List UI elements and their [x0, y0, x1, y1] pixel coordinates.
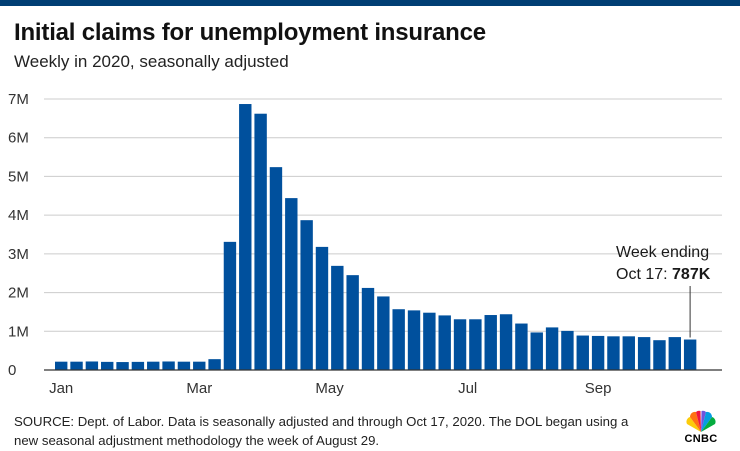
bar: [208, 359, 221, 370]
bar: [177, 361, 191, 370]
bar: [683, 339, 697, 370]
x-tick-label: May: [315, 380, 344, 397]
bar: [116, 362, 129, 370]
logo-wordmark: CNBC: [684, 433, 718, 445]
y-tick-label: 4M: [8, 207, 29, 224]
bar: [561, 330, 574, 370]
chart-subtitle: Weekly in 2020, seasonally adjusted: [14, 52, 289, 71]
bar: [101, 361, 114, 370]
y-tick-label: 0: [8, 362, 16, 379]
x-tick-label: Jul: [458, 380, 477, 397]
bar: [131, 361, 145, 370]
bar: [407, 310, 421, 370]
bar: [377, 296, 390, 370]
bar: [499, 314, 513, 370]
y-tick-label: 1M: [8, 323, 29, 340]
bar: [545, 327, 559, 370]
bar: [653, 340, 666, 370]
callout-value: 787K: [672, 266, 711, 283]
bar: [315, 246, 329, 370]
y-tick-label: 7M: [8, 91, 29, 108]
bar: [576, 335, 589, 370]
bar: [300, 220, 313, 370]
top-accent-bar: [0, 0, 740, 6]
callout: Week ending Oct 17: 787K: [616, 244, 711, 338]
bar: [469, 319, 482, 370]
bar: [147, 361, 160, 370]
bar: [438, 315, 451, 370]
bar-chart: 0 1M 2M 3M 4M 5M 6M 7M Jan Mar May Jul Sep Week endi…: [8, 91, 722, 397]
bar: [269, 167, 283, 370]
bar: [193, 361, 206, 370]
callout-line2: Oct 17: 787K: [616, 266, 711, 283]
x-tick-label: Sep: [585, 380, 612, 397]
bar: [239, 104, 252, 370]
bar: [70, 361, 83, 370]
cnbc-logo: CNBC: [673, 405, 729, 447]
y-tick-label: 5M: [8, 168, 29, 185]
bar: [85, 361, 99, 370]
bar: [515, 323, 528, 370]
bar: [530, 332, 543, 370]
bar: [55, 361, 68, 370]
x-tick-label: Mar: [186, 380, 212, 397]
chart-title: Initial claims for unemployment insuranc…: [14, 19, 486, 46]
callout-prefix: Oct 17:: [616, 266, 672, 283]
bars: [55, 104, 697, 371]
source-note: SOURCE: Dept. of Labor. Data is seasonal…: [14, 414, 629, 448]
bar: [223, 241, 237, 370]
peacock-icon: [686, 410, 716, 432]
bar: [423, 312, 436, 370]
callout-line1: Week ending: [616, 244, 709, 261]
bar: [361, 287, 375, 370]
bar: [591, 335, 605, 370]
y-tick-label: 2M: [8, 285, 29, 302]
bar: [668, 337, 681, 370]
bar: [162, 361, 175, 370]
bar: [392, 309, 405, 370]
y-tick-label: 6M: [8, 130, 29, 147]
axes: 0 1M 2M 3M 4M 5M 6M 7M Jan Mar May Jul Sep: [8, 91, 722, 397]
y-tick-label: 3M: [8, 246, 29, 263]
bar: [453, 319, 467, 370]
bar: [607, 336, 620, 370]
bar: [285, 198, 298, 370]
x-tick-label: Jan: [49, 380, 73, 397]
bar: [637, 337, 651, 370]
bar: [254, 113, 267, 371]
bar: [484, 315, 497, 370]
bar: [331, 265, 344, 370]
bar: [622, 336, 635, 370]
bar: [346, 275, 359, 370]
